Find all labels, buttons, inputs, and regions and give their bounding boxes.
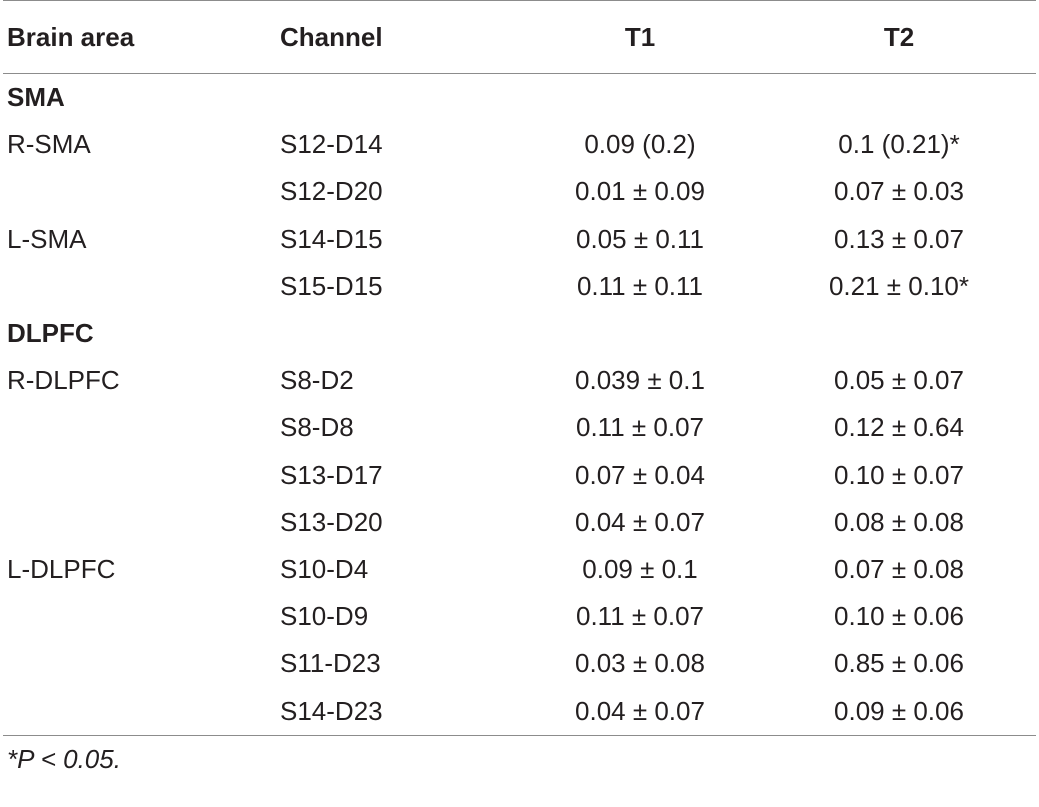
cell-t2: 0.1 (0.21)* — [838, 129, 960, 160]
data-table: Brain area Channel T1 T2 SMA R-SMA S12-D14… — [3, 0, 1036, 736]
table-row: S11-D23 0.03 ± 0.08 0.85 ± 0.06 — [3, 640, 1036, 687]
table-row: L-SMA S14-D15 0.05 ± 0.11 0.13 ± 0.07 — [3, 216, 1036, 263]
cell-brain-area: R-SMA — [7, 129, 91, 160]
cell-brain-area — [3, 687, 273, 736]
cell-channel: S8-D2 — [280, 365, 354, 396]
header-brain-area: Brain area — [3, 0, 273, 74]
header-row: Brain area Channel T1 T2 — [3, 0, 1036, 74]
cell-t2: 0.10 ± 0.06 — [834, 601, 964, 632]
cell-brain-area — [3, 499, 273, 546]
cell-channel: S13-D17 — [280, 459, 383, 490]
cell-brain-area — [3, 452, 273, 499]
cell-brain-area — [3, 263, 273, 310]
table-row: S10-D9 0.11 ± 0.07 0.10 ± 0.06 — [3, 593, 1036, 640]
cell-t1: 0.04 ± 0.07 — [518, 687, 762, 736]
table-row: S13-D17 0.07 ± 0.04 0.10 ± 0.07 — [3, 452, 1036, 499]
cell-t2: 0.05 ± 0.07 — [834, 365, 964, 396]
cell-t1: 0.09 (0.2) — [584, 129, 696, 160]
table-row: S12-D20 0.01 ± 0.09 0.07 ± 0.03 — [3, 168, 1036, 215]
header-t1: T1 — [518, 0, 762, 74]
cell-channel: S14-D15 — [280, 223, 383, 254]
table-row: S15-D15 0.11 ± 0.11 0.21 ± 0.10* — [3, 263, 1036, 310]
section-label: DLPFC — [7, 318, 94, 349]
cell-channel: S13-D20 — [280, 506, 383, 537]
table-body: SMA R-SMA S12-D14 0.09 (0.2) 0.1 (0.21)* S12-… — [3, 74, 1036, 736]
cell-t1: 0.09 ± 0.1 — [582, 553, 698, 584]
cell-channel: S10-D9 — [280, 601, 369, 632]
cell-brain-area: L-SMA — [7, 223, 87, 254]
table-row: S13-D20 0.04 ± 0.07 0.08 ± 0.08 — [3, 499, 1036, 546]
cell-channel: S8-D8 — [280, 412, 354, 443]
cell-channel: S15-D15 — [280, 270, 383, 301]
cell-brain-area — [3, 593, 273, 640]
section-row: DLPFC — [3, 310, 1036, 357]
cell-channel: S11-D23 — [280, 648, 381, 679]
cell-t1: 0.11 ± 0.07 — [576, 412, 704, 443]
cell-brain-area — [3, 640, 273, 687]
section-label: SMA — [7, 82, 65, 113]
cell-t1: 0.04 ± 0.07 — [575, 506, 705, 537]
header-channel: Channel — [273, 0, 518, 74]
cell-channel: S14-D23 — [273, 687, 518, 736]
footnote: *P < 0.05. — [7, 743, 121, 774]
cell-t2: 0.12 ± 0.64 — [834, 412, 964, 443]
cell-brain-area: L-DLPFC — [7, 553, 116, 584]
cell-t2: 0.08 ± 0.08 — [834, 506, 964, 537]
cell-t2: 0.07 ± 0.08 — [834, 553, 964, 584]
table-row: S8-D8 0.11 ± 0.07 0.12 ± 0.64 — [3, 404, 1036, 451]
cell-t1: 0.039 ± 0.1 — [575, 365, 705, 396]
cell-t1: 0.03 ± 0.08 — [575, 648, 705, 679]
table-row: R-SMA S12-D14 0.09 (0.2) 0.1 (0.21)* — [3, 121, 1036, 168]
cell-t1: 0.11 ± 0.11 — [576, 270, 704, 301]
cell-brain-area: R-DLPFC — [7, 365, 120, 396]
table-row: S14-D23 0.04 ± 0.07 0.09 ± 0.06 — [3, 687, 1036, 736]
cell-brain-area — [3, 168, 273, 215]
cell-t2: 0.07 ± 0.03 — [834, 176, 964, 207]
data-table-container: Brain area Channel T1 T2 SMA R-SMA S12-D14… — [3, 0, 1036, 775]
cell-t2: 0.13 ± 0.07 — [834, 223, 964, 254]
section-row: SMA — [3, 74, 1036, 122]
cell-channel: S12-D20 — [280, 176, 383, 207]
cell-t1: 0.07 ± 0.04 — [575, 459, 705, 490]
cell-channel: S10-D4 — [280, 553, 369, 584]
cell-t1: 0.05 ± 0.11 — [576, 223, 704, 254]
cell-t1: 0.01 ± 0.09 — [575, 176, 705, 207]
cell-t2: 0.85 ± 0.06 — [834, 648, 964, 679]
cell-t1: 0.11 ± 0.07 — [576, 601, 704, 632]
cell-t2: 0.09 ± 0.06 — [762, 687, 1036, 736]
cell-t2: 0.21 ± 0.10* — [828, 270, 970, 301]
table-row: L-DLPFC S10-D4 0.09 ± 0.1 0.07 ± 0.08 — [3, 546, 1036, 593]
table-row: R-DLPFC S8-D2 0.039 ± 0.1 0.05 ± 0.07 — [3, 357, 1036, 404]
cell-t2: 0.10 ± 0.07 — [834, 459, 964, 490]
cell-channel: S12-D14 — [280, 129, 383, 160]
header-t2: T2 — [762, 0, 1036, 74]
cell-brain-area — [3, 404, 273, 451]
